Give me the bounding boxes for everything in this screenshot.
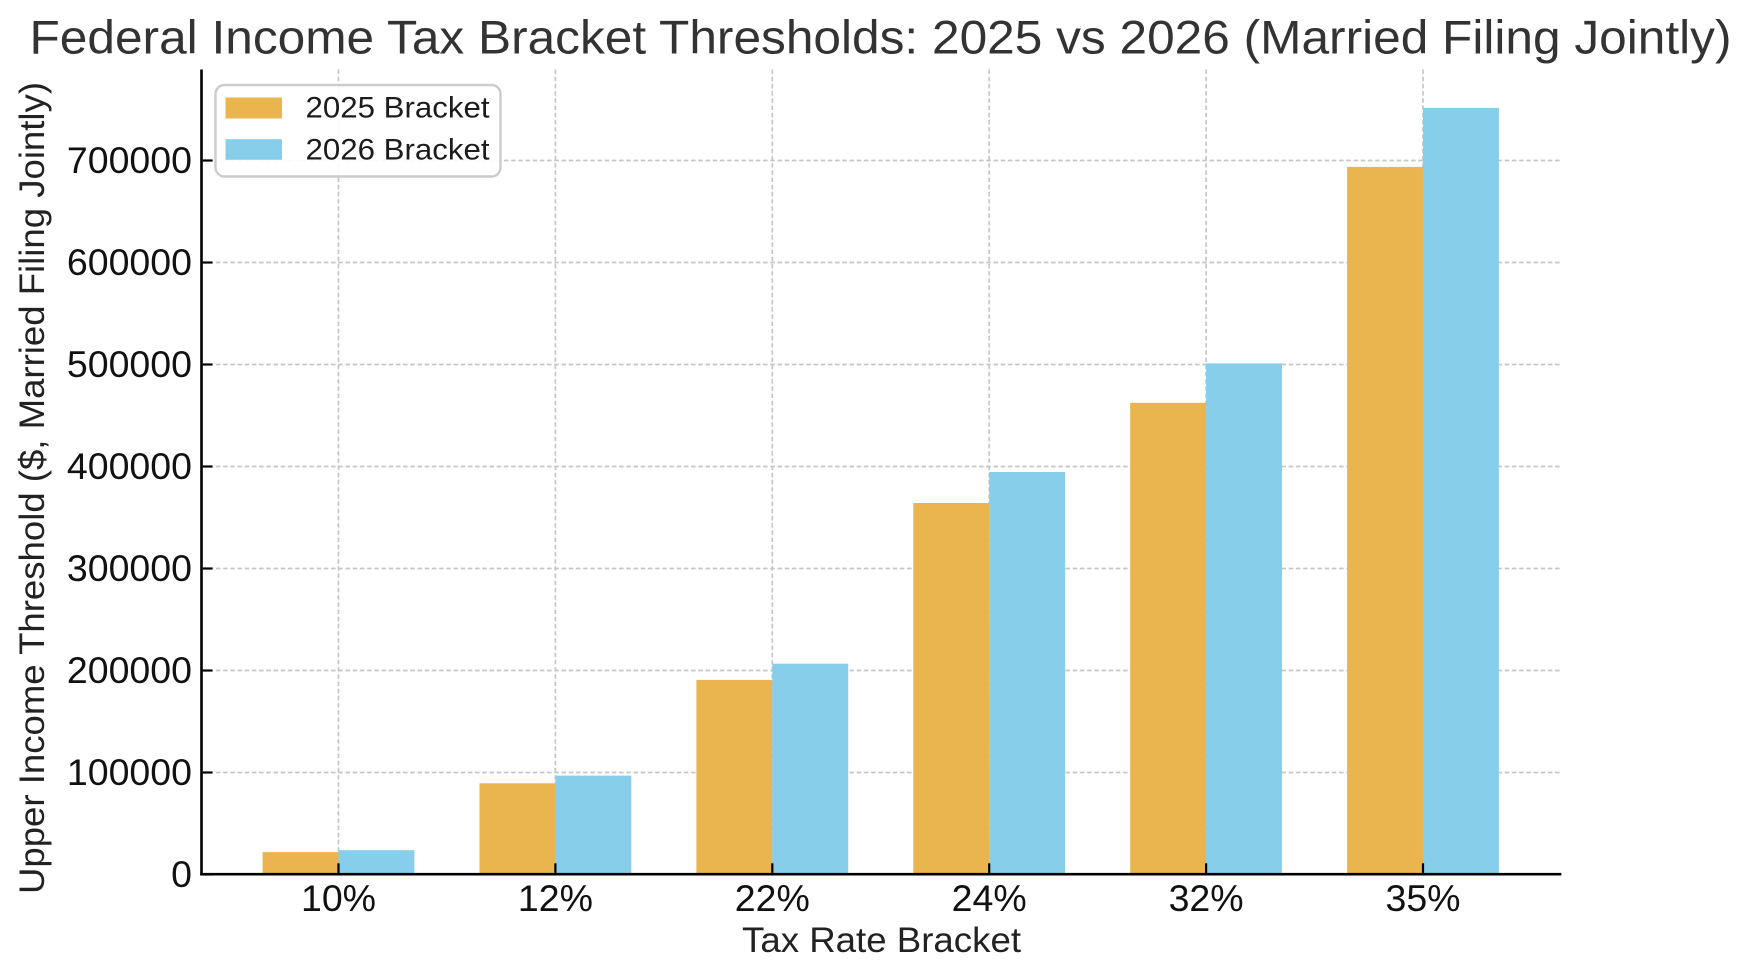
svg-text:10%: 10% (301, 877, 376, 919)
svg-text:32%: 32% (1169, 877, 1244, 919)
svg-text:700000: 700000 (67, 139, 192, 181)
svg-text:12%: 12% (518, 877, 593, 919)
svg-text:Federal Income Tax Bracket Thr: Federal Income Tax Bracket Thresholds: 2… (30, 11, 1732, 64)
svg-text:300000: 300000 (67, 547, 192, 589)
svg-text:24%: 24% (952, 877, 1027, 919)
svg-text:200000: 200000 (67, 649, 192, 691)
svg-text:Upper Income Threshold ($, Mar: Upper Income Threshold ($, Married Filin… (13, 82, 52, 894)
svg-text:500000: 500000 (67, 343, 192, 385)
svg-text:2026 Bracket: 2026 Bracket (306, 133, 491, 166)
svg-text:600000: 600000 (67, 241, 192, 283)
svg-text:100000: 100000 (67, 751, 192, 793)
svg-text:2025 Bracket: 2025 Bracket (306, 92, 491, 125)
svg-text:400000: 400000 (67, 445, 192, 487)
svg-text:0: 0 (171, 853, 192, 895)
svg-text:35%: 35% (1385, 877, 1460, 919)
svg-text:Tax Rate Bracket: Tax Rate Bracket (742, 921, 1021, 960)
svg-text:22%: 22% (735, 877, 810, 919)
